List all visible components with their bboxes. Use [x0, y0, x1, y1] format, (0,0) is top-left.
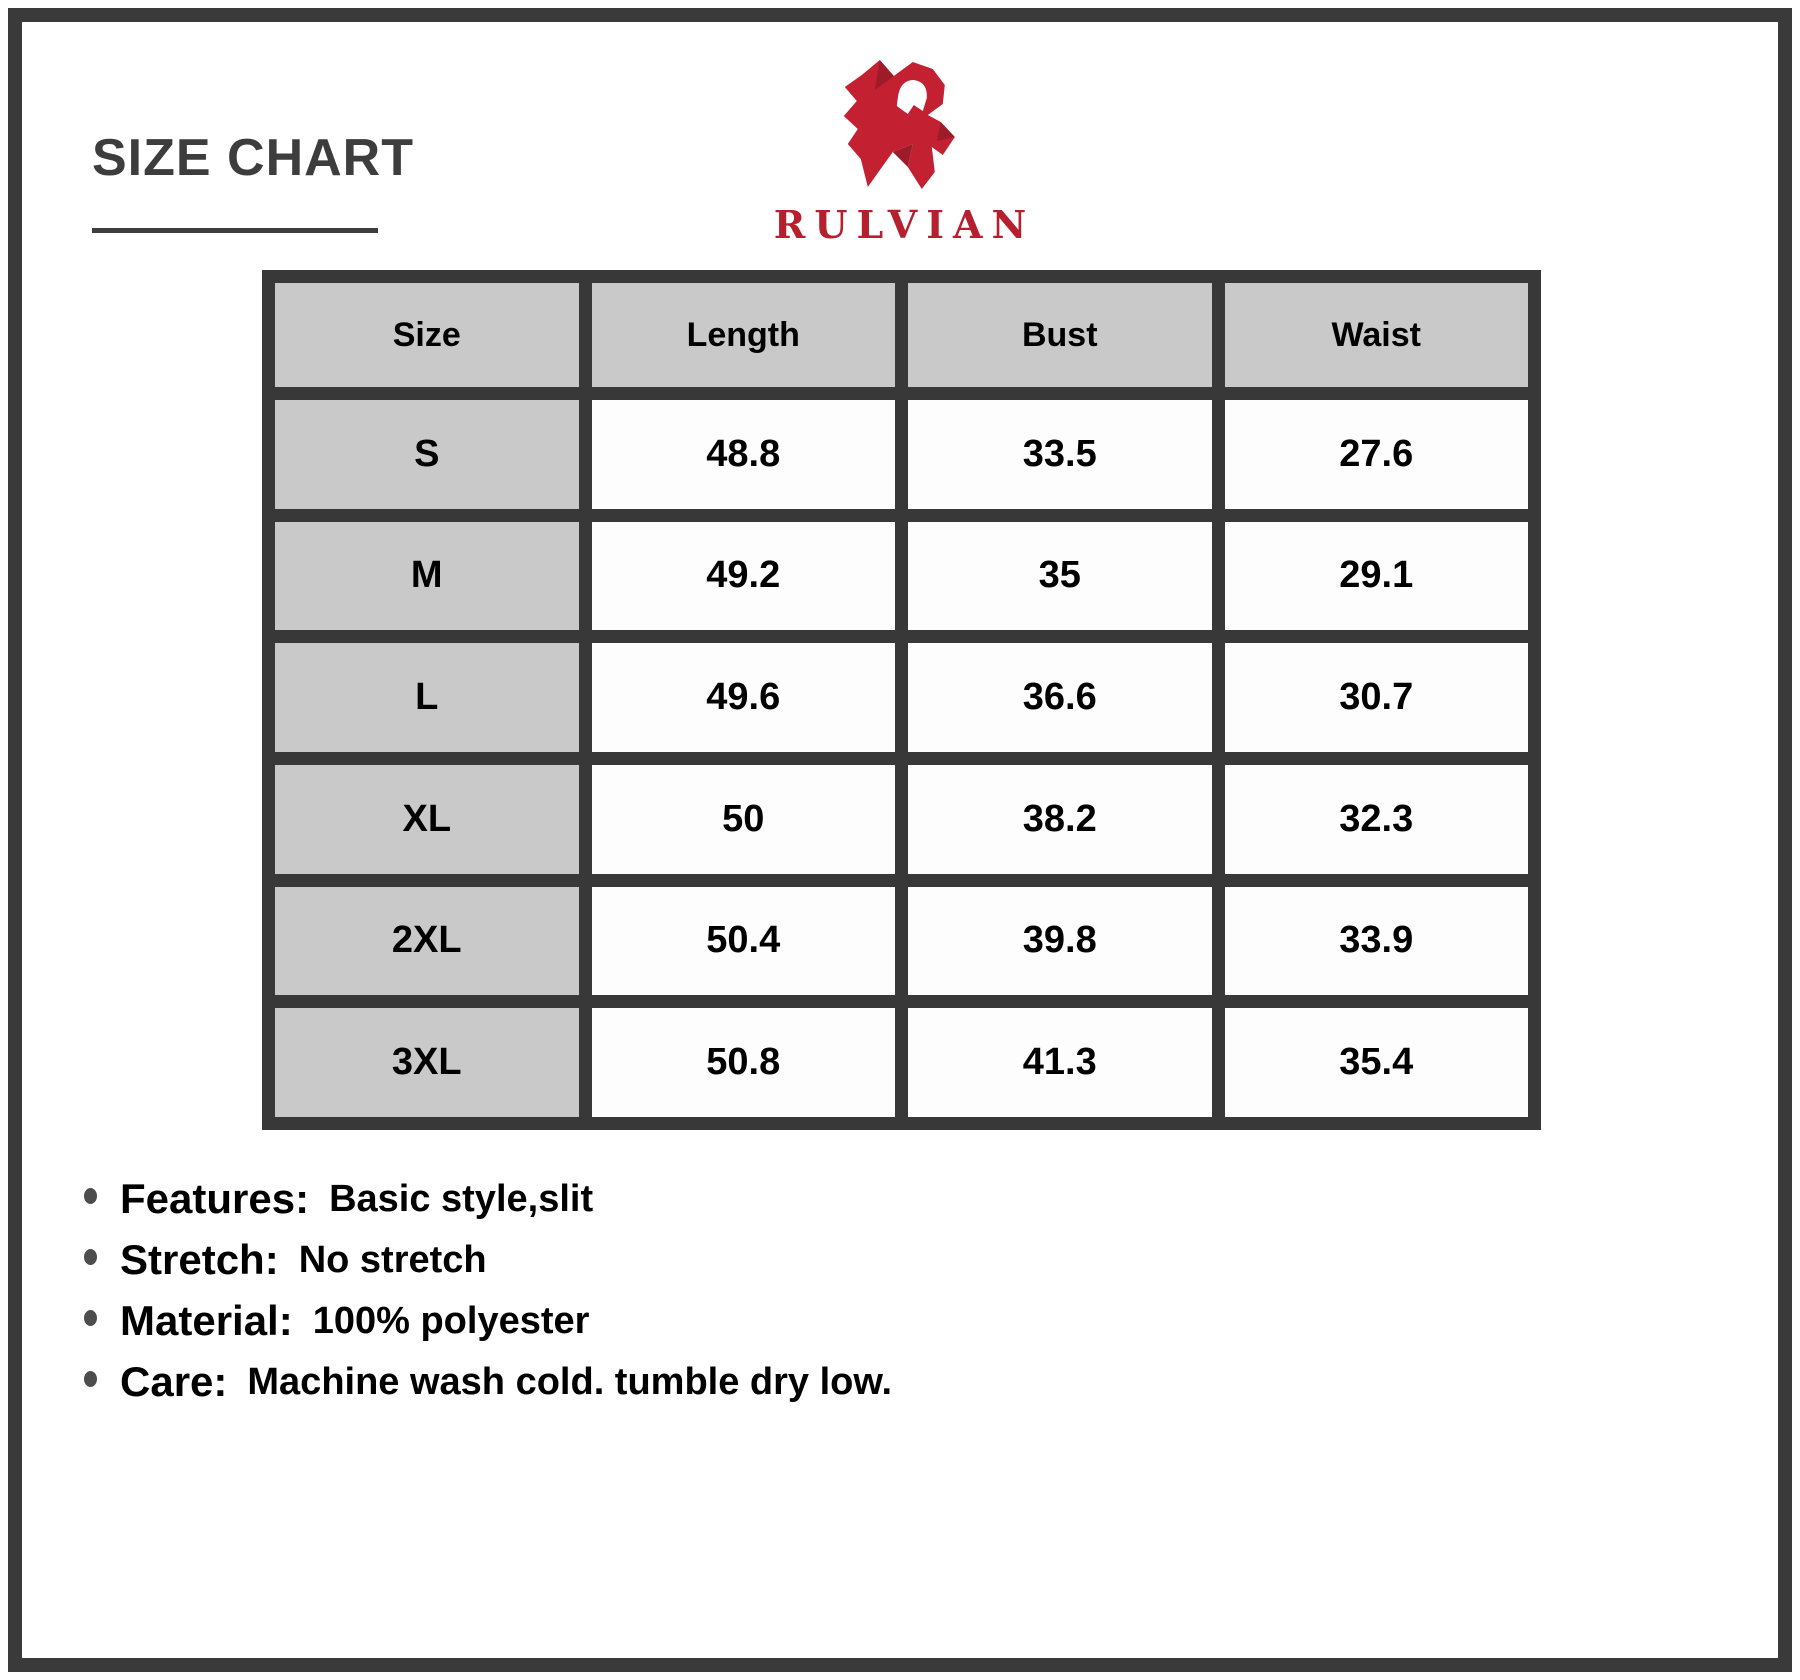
bust-value: 39.8 [895, 873, 1225, 1009]
column-header-length: Length [578, 270, 908, 400]
bullet-icon [84, 1371, 97, 1387]
bullet-icon [84, 1188, 97, 1204]
table-header-row: Size Length Bust Waist [262, 270, 1541, 400]
row-size-label: 2XL [262, 873, 592, 1009]
length-value: 48.8 [578, 387, 908, 522]
bust-value: 36.6 [895, 630, 1225, 765]
list-item: Stretch: No stretch [84, 1237, 892, 1283]
column-header-size: Size [262, 270, 592, 400]
size-chart-table: Size Length Bust Waist S 48.8 33.5 27.6 … [262, 270, 1541, 1130]
page-title: SIZE CHART [92, 129, 414, 187]
bullet-icon [84, 1310, 97, 1326]
table-row: M 49.2 35 29.1 [262, 508, 1541, 644]
detail-value: No stretch [298, 1239, 487, 1281]
row-size-label: M [262, 508, 592, 644]
row-size-label: 3XL [262, 995, 592, 1130]
row-size-label: S [262, 387, 592, 522]
detail-value: Basic style,slit [329, 1178, 594, 1220]
bullet-icon [84, 1249, 97, 1265]
waist-value: 27.6 [1211, 387, 1541, 522]
list-item: Material: 100% polyester [84, 1298, 892, 1344]
row-size-label: L [262, 630, 592, 765]
angular-r-mark-icon [844, 60, 955, 189]
table-row: XL 50 38.2 32.3 [262, 751, 1541, 887]
length-value: 50.8 [578, 995, 908, 1130]
table-row: 3XL 50.8 41.3 35.4 [262, 995, 1541, 1130]
detail-label: Stretch: [120, 1236, 279, 1283]
bust-value: 33.5 [895, 387, 1225, 522]
length-value: 49.6 [578, 630, 908, 765]
title-underline [92, 228, 378, 233]
detail-value: Machine wash cold. tumble dry low. [247, 1361, 893, 1403]
column-header-bust: Bust [895, 270, 1225, 400]
bust-value: 35 [895, 508, 1225, 644]
list-item: Features: Basic style,slit [84, 1176, 892, 1222]
waist-value: 30.7 [1211, 630, 1541, 765]
waist-value: 33.9 [1211, 873, 1541, 1009]
table-row: 2XL 50.4 39.8 33.9 [262, 873, 1541, 1009]
table-row: L 49.6 36.6 30.7 [262, 630, 1541, 765]
length-value: 50.4 [578, 873, 908, 1009]
waist-value: 32.3 [1211, 751, 1541, 887]
waist-value: 35.4 [1211, 995, 1541, 1130]
table-row: S 48.8 33.5 27.6 [262, 387, 1541, 522]
product-details-list: Features: Basic style,slit Stretch: No s… [84, 1176, 892, 1405]
list-item: Care: Machine wash cold. tumble dry low. [84, 1359, 892, 1405]
brand-name: RULVIAN [773, 202, 1036, 247]
detail-label: Care: [120, 1358, 228, 1405]
bust-value: 38.2 [895, 751, 1225, 887]
length-value: 49.2 [578, 508, 908, 644]
row-size-label: XL [262, 751, 592, 887]
length-value: 50 [578, 751, 908, 887]
bust-value: 41.3 [895, 995, 1225, 1130]
column-header-waist: Waist [1211, 270, 1541, 400]
brand-logo: RULVIAN [765, 56, 1035, 247]
detail-label: Features: [120, 1175, 310, 1222]
detail-label: Material: [120, 1297, 293, 1344]
detail-value: 100% polyester [312, 1300, 590, 1342]
waist-value: 29.1 [1211, 508, 1541, 644]
